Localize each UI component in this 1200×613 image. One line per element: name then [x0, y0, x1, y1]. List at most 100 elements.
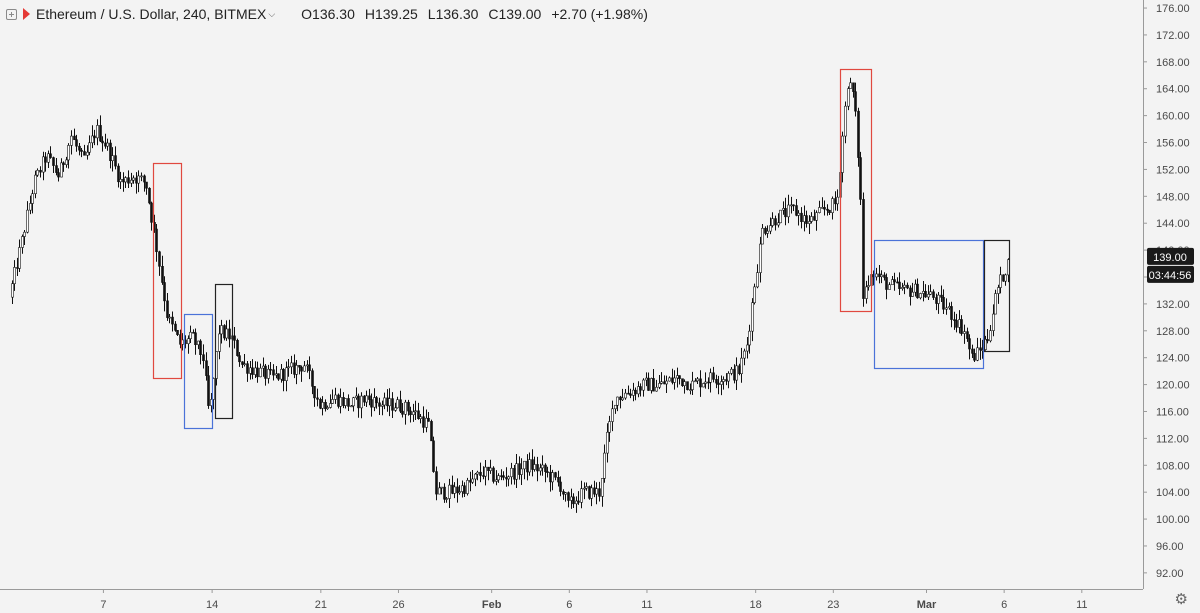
- candle-body: [456, 486, 459, 494]
- candle-body: [836, 196, 839, 205]
- candle-body: [360, 395, 363, 409]
- candle-body: [474, 473, 477, 480]
- candle-body: [554, 472, 557, 478]
- blue-annotation-box[interactable]: [873, 239, 985, 370]
- candle-body: [859, 157, 862, 200]
- candle-body: [236, 340, 239, 356]
- time-axis[interactable]: 7 14 21 26 Feb 6 11 18 23 Mar 6 11: [100, 589, 1088, 611]
- candle-body: [295, 365, 298, 375]
- candle-body: [652, 378, 655, 392]
- candle-body: [300, 366, 303, 372]
- candle-body: [966, 331, 969, 339]
- price-tick-label: 116.00: [1156, 406, 1189, 418]
- candle-body: [114, 155, 117, 167]
- candle-body: [727, 373, 730, 382]
- time-tick-label: 6: [1001, 599, 1007, 611]
- price-axis[interactable]: 92.00 96.00 100.00 104.00 108.00 112.00 116.00…: [1143, 3, 1190, 580]
- red-annotation-box[interactable]: [152, 162, 183, 380]
- candle-body: [49, 153, 52, 158]
- candle-body: [282, 368, 285, 382]
- candle-body: [658, 383, 661, 388]
- red-flag-icon[interactable]: [23, 8, 30, 20]
- candle-body: [148, 187, 151, 204]
- candle-body: [18, 247, 21, 269]
- candle-body: [132, 177, 135, 181]
- red-annotation-box[interactable]: [839, 68, 873, 313]
- candle-body: [808, 221, 811, 224]
- symbol-title[interactable]: Ethereum / U.S. Dollar, 240, BITMEX: [36, 6, 267, 22]
- countdown-label: 03:44:56: [1149, 270, 1192, 282]
- candle-body: [621, 397, 624, 401]
- settings-gear-icon[interactable]: ⚙: [1174, 591, 1188, 608]
- candle-body: [999, 274, 1002, 288]
- candle-body: [135, 177, 138, 184]
- expand-icon[interactable]: [6, 8, 17, 20]
- candle-body: [218, 333, 221, 352]
- candle-body: [391, 398, 394, 411]
- candle-body: [298, 365, 301, 368]
- black-annotation-box[interactable]: [214, 283, 234, 420]
- candle-body: [546, 471, 549, 473]
- time-tick-label: 14: [206, 599, 218, 611]
- candle-body: [277, 373, 280, 380]
- candle-body: [65, 159, 68, 165]
- price-tick-label: 164.00: [1156, 84, 1190, 96]
- candle-body: [324, 401, 327, 410]
- time-tick-label: 26: [392, 599, 404, 611]
- candle-body: [207, 375, 210, 406]
- candle-body: [779, 209, 782, 224]
- price-tick-label: 124.00: [1156, 353, 1190, 365]
- candle-body: [849, 82, 852, 89]
- candle-body: [769, 225, 772, 232]
- candle-body: [427, 417, 430, 422]
- time-tick-label: 11: [641, 599, 652, 611]
- candle-body: [86, 151, 89, 156]
- candle-body: [471, 478, 474, 483]
- candle-body: [334, 394, 337, 400]
- candle-body: [96, 125, 99, 139]
- candle-body: [407, 401, 410, 412]
- candle-body: [865, 286, 868, 299]
- candle-body: [308, 364, 311, 372]
- candle-body: [497, 475, 500, 481]
- candle-body: [419, 416, 422, 419]
- candle-body: [528, 459, 531, 473]
- candle-body: [557, 476, 560, 483]
- candle-body: [29, 203, 32, 211]
- candle-body: [31, 193, 34, 204]
- candle-body: [21, 236, 24, 248]
- candle-body: [158, 251, 161, 267]
- candle-body: [761, 227, 764, 245]
- countdown-tag: [1147, 265, 1194, 283]
- candle-body: [150, 202, 153, 223]
- chevron-down-icon[interactable]: ⌵: [268, 8, 276, 19]
- price-tick-label: 96.00: [1156, 541, 1184, 553]
- candle-body: [730, 368, 733, 374]
- candle-body: [111, 155, 114, 162]
- candle-body: [743, 350, 746, 359]
- candle-body: [911, 291, 914, 297]
- candle-body: [818, 207, 821, 213]
- price-tick-label: 168.00: [1156, 57, 1190, 69]
- candle-body: [155, 228, 158, 253]
- close-value: C139.00: [488, 6, 542, 22]
- candle-body: [303, 365, 306, 372]
- candle-body: [326, 407, 329, 410]
- candle-body: [259, 367, 262, 378]
- candle-body: [986, 339, 989, 342]
- time-tick-label: 21: [315, 599, 327, 611]
- candle-body: [445, 498, 448, 500]
- candle-body: [502, 475, 505, 478]
- candle-body: [683, 381, 686, 387]
- candle-body: [787, 204, 790, 218]
- candle-body: [438, 487, 441, 495]
- candle-body: [572, 496, 575, 505]
- candle-body: [194, 332, 197, 346]
- candle-body: [751, 302, 754, 332]
- candle-body: [945, 307, 948, 310]
- black-annotation-box[interactable]: [983, 239, 1011, 353]
- candle-body: [321, 401, 324, 409]
- blue-annotation-box[interactable]: [183, 313, 214, 430]
- candle-body: [815, 212, 818, 221]
